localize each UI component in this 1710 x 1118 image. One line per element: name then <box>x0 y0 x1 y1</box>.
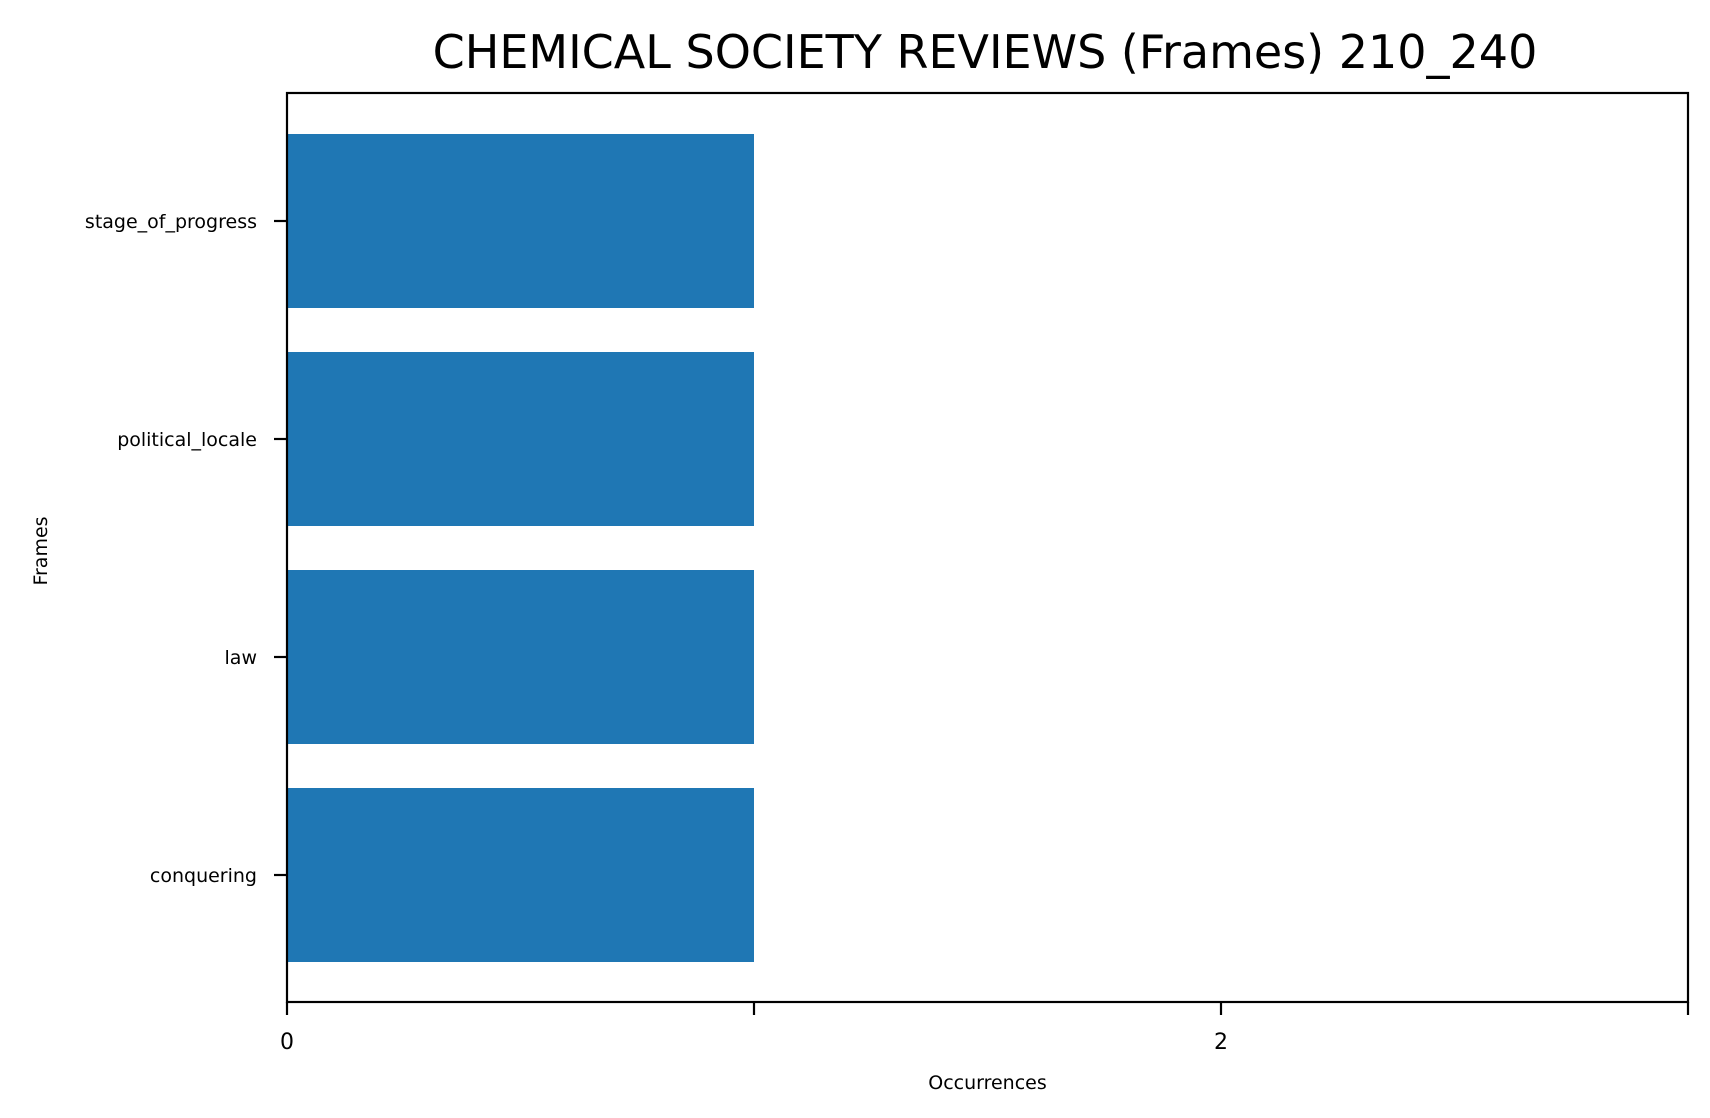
bars-layer <box>287 134 754 962</box>
bar-stage-of-progress <box>287 134 754 308</box>
y-tick-label: law <box>225 647 257 669</box>
plot-frame <box>285 91 1690 1004</box>
y-tick-label: conquering <box>150 865 257 887</box>
x-axis-label: Occurrences <box>928 1072 1047 1094</box>
y-tick-label: political_locale <box>117 429 257 451</box>
y-tick-label: stage_of_progress <box>85 211 257 233</box>
bar-political-locale <box>287 352 754 526</box>
bar-conquering <box>287 788 754 962</box>
x-tick-label: 2 <box>1214 1030 1228 1055</box>
x-tick-label: 0 <box>280 1030 294 1055</box>
bar-law <box>287 570 754 744</box>
y-axis-label: Frames <box>30 516 52 585</box>
chart-title: CHEMICAL SOCIETY REVIEWS (Frames) 210_24… <box>433 25 1538 79</box>
